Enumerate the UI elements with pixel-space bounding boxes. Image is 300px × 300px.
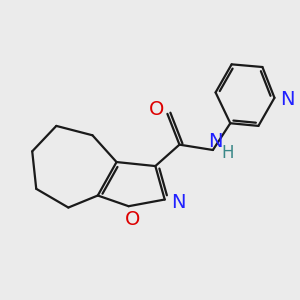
Text: H: H <box>221 144 234 162</box>
Text: N: N <box>280 90 295 109</box>
Text: O: O <box>125 210 140 229</box>
Text: N: N <box>171 193 185 212</box>
Text: O: O <box>149 100 164 119</box>
Text: N: N <box>208 133 223 152</box>
